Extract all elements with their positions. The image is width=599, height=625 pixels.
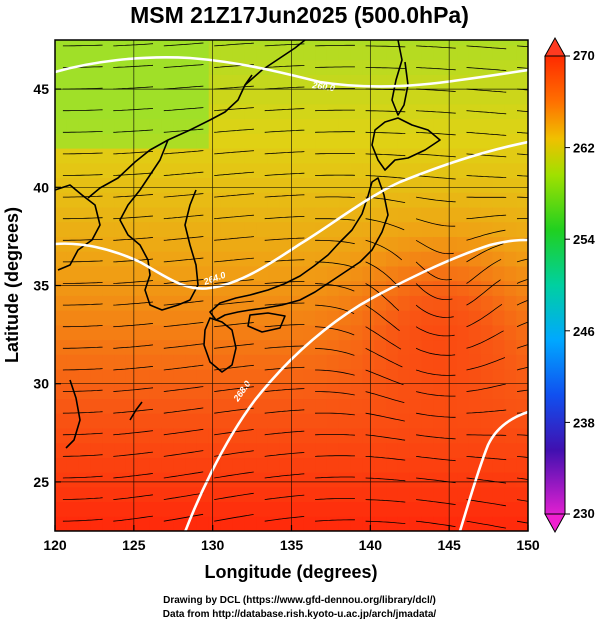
colorbar-tick-label: 254	[573, 232, 595, 247]
contour-label-260: 260.0	[311, 80, 336, 93]
credits-line-1: Drawing by DCL (https://www.gfd-dennou.o…	[163, 595, 436, 606]
x-tick-label: 130	[201, 537, 225, 553]
colorbar-tick-label: 246	[573, 324, 595, 339]
colorbar-tick-label: 238	[573, 415, 595, 430]
colorbar-tick-label: 230	[573, 506, 595, 521]
x-tick-label: 135	[280, 537, 304, 553]
y-tick-label: 45	[33, 81, 49, 97]
colorbar-top-arrow	[544, 36, 566, 57]
x-axis-label: Longitude (degrees)	[204, 562, 377, 582]
credits-line-2: Data from http://database.rish.kyoto-u.a…	[162, 609, 437, 620]
colorbar-tick-label: 262	[573, 141, 595, 156]
x-tick-label: 125	[122, 537, 146, 553]
colorbar-bottom-arrow	[544, 513, 566, 534]
x-tick-label: 145	[437, 537, 461, 553]
colorbar-body	[544, 55, 566, 515]
colorbar: 270 262 254 246 238 230	[544, 36, 595, 534]
colorbar-tick-label: 270	[573, 48, 595, 63]
figure-title: MSM 21Z17Jun2025 (500.0hPa)	[130, 2, 469, 28]
x-tick-label: 140	[359, 537, 383, 553]
y-tick-label: 30	[33, 376, 49, 392]
contour-lines	[55, 56, 528, 531]
grid-lines	[55, 40, 528, 531]
x-axis-ticks: 120 125 130 135 140 145 150	[43, 525, 540, 553]
credits: Drawing by DCL (https://www.gfd-dennou.o…	[0, 594, 599, 622]
y-axis-ticks: 25 30 35 40 45	[33, 81, 61, 490]
y-tick-label: 25	[33, 474, 49, 490]
y-tick-label: 40	[33, 179, 49, 195]
y-axis-label: Latitude (degrees)	[2, 207, 22, 363]
y-tick-label: 35	[33, 278, 49, 294]
x-tick-label: 120	[43, 537, 67, 553]
coastlines	[55, 40, 441, 449]
x-tick-label: 150	[516, 537, 540, 553]
